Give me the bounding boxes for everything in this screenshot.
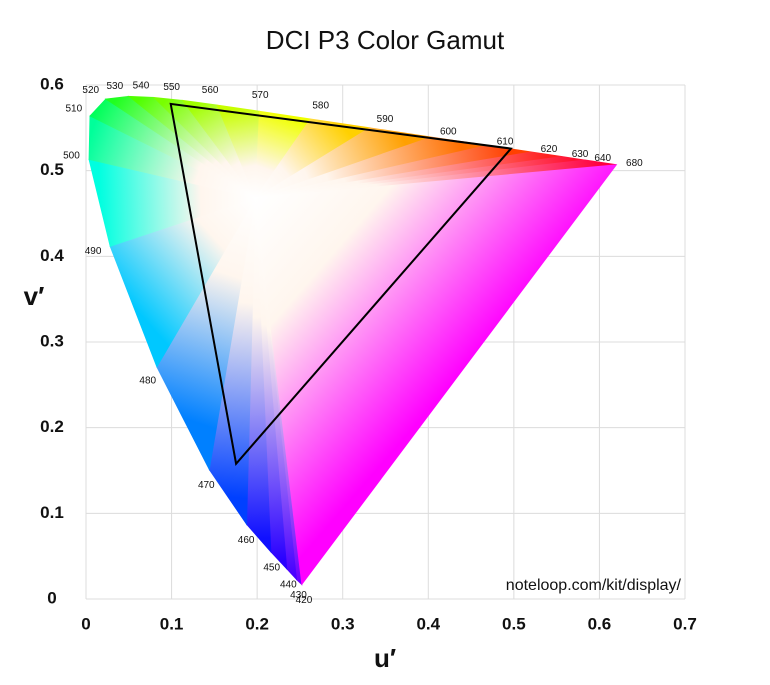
wavelength-label: 680	[626, 158, 643, 169]
y-tick-label: 0.1	[40, 503, 64, 522]
x-tick-label: 0.1	[160, 614, 184, 633]
y-tick-label: 0	[47, 588, 56, 607]
y-tick-label: 0.6	[40, 74, 64, 93]
y-tick-label: 0.5	[40, 160, 64, 179]
wavelength-label: 610	[497, 136, 514, 147]
y-axis-label: v′	[24, 281, 45, 311]
wavelength-label: 440	[280, 580, 297, 591]
x-tick-label: 0.2	[245, 614, 269, 633]
marks	[169, 102, 513, 466]
labels: 0 0.1 0.2 0.3 0.4 0.5 0.6 0.7 0 0.1 0.2 0.3 0.4 0.5 0.…	[40, 74, 697, 633]
wavelength-label: 430	[290, 590, 307, 601]
y-tick-label: 0.4	[40, 246, 64, 265]
wavelength-label: 630	[572, 149, 589, 160]
wavelength-label: 540	[133, 81, 150, 92]
wavelength-label: 510	[65, 104, 82, 115]
x-tick-label: 0.4	[416, 614, 440, 633]
x-tick-label: 0.6	[588, 614, 612, 633]
locus-fill	[88, 95, 618, 586]
wavelength-label: 600	[440, 126, 457, 137]
gamut-triangle	[169, 102, 513, 466]
wavelength-label: 560	[202, 85, 219, 96]
wavelength-label: 530	[107, 81, 124, 92]
wavelength-label: 640	[594, 153, 611, 164]
wavelength-label: 520	[82, 85, 99, 96]
watermark: noteloop.com/kit/display/	[506, 577, 682, 594]
y-tick-label: 0.3	[40, 331, 64, 350]
x-axis-label: u′	[374, 643, 396, 673]
wavelength-label: 420	[296, 595, 313, 606]
wavelength-label: 590	[377, 114, 394, 125]
wavelength-label: 570	[252, 90, 269, 101]
x-tick-label: 0.5	[502, 614, 526, 633]
wavelength-label: 580	[312, 100, 329, 111]
y-tick-label: 0.2	[40, 417, 64, 436]
wavelength-label: 620	[541, 144, 558, 155]
x-tick-label: 0	[81, 614, 90, 633]
wavelength-label: 490	[85, 246, 102, 257]
locus-wedge	[254, 164, 618, 586]
wavelength-label: 550	[163, 82, 180, 93]
wavelength-label: 450	[263, 563, 280, 574]
wavelength-label: 460	[238, 535, 255, 546]
wavelength-label: 500	[63, 150, 80, 161]
wavelength-label: 480	[139, 375, 156, 386]
wavelength-label: 470	[198, 480, 215, 491]
x-tick-label: 0.3	[331, 614, 355, 633]
x-tick-label: 0.7	[673, 614, 697, 633]
chart-title: DCI P3 Color Gamut	[266, 25, 505, 55]
